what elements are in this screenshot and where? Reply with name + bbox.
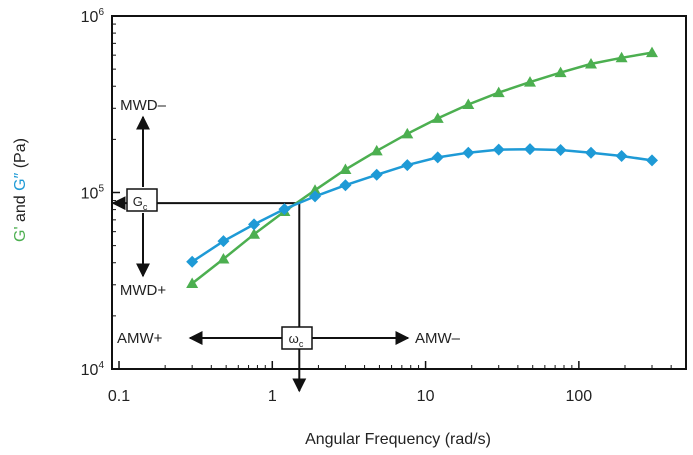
series-line-g_prime: [191, 51, 653, 285]
gc-label-sub: c: [143, 202, 148, 212]
wc-label-sub: c: [299, 339, 304, 349]
data-point-g_prime: [186, 277, 199, 289]
wc-label: ωc: [289, 331, 304, 349]
y-axis-title: G' and G″ (Pa): [12, 138, 29, 242]
y-tick-exponent: 6: [98, 7, 104, 18]
series-line-g_double_prime: [191, 147, 653, 263]
data-point-g_prime: [462, 98, 475, 110]
wc-label-base: ω: [289, 331, 299, 346]
x-axis-title: Angular Frequency (rad/s): [305, 431, 491, 448]
data-point-g_double_prime: [248, 218, 261, 231]
y-tick-base: 10: [81, 362, 99, 379]
gc-box: [126, 188, 158, 212]
data-point-g_double_prime: [186, 255, 199, 268]
data-point-g_prime: [584, 57, 597, 69]
data-point-g_double_prime: [462, 146, 475, 159]
y-tick-base: 10: [81, 9, 99, 26]
mwd-minus-label: MWD–: [120, 97, 166, 114]
y-tick-base: 10: [81, 186, 99, 203]
data-point-g_double_prime: [615, 149, 628, 162]
amw-plus-label: AMW+: [117, 330, 163, 347]
y-tick-label: 105: [81, 184, 105, 203]
series-g_double_prime: [186, 143, 658, 268]
data-point-g_double_prime: [524, 143, 537, 156]
data-point-g_double_prime: [278, 203, 291, 216]
x-tick-label: 0.1: [108, 388, 130, 405]
y-tick-label: 104: [81, 360, 105, 379]
series-layer: [186, 46, 658, 289]
data-point-g_double_prime: [370, 168, 383, 181]
x-tick-label: 10: [417, 388, 435, 405]
y-axis-title-g-prime: G': [12, 226, 29, 242]
gc-label: Gc: [133, 194, 148, 212]
data-point-g_prime: [339, 163, 352, 174]
data-point-g_prime: [309, 184, 322, 195]
data-point-g_double_prime: [431, 151, 444, 164]
mwd-plus-label: MWD+: [120, 282, 166, 299]
data-point-g_double_prime: [584, 146, 597, 159]
y-axis-title-g-double-prime: G″: [12, 172, 29, 190]
x-tick-label: 100: [566, 388, 593, 405]
data-point-g_prime: [554, 66, 567, 78]
y-tick-exponent: 4: [98, 360, 104, 371]
data-point-g_prime: [401, 127, 414, 139]
plot-frame: [111, 15, 687, 370]
series-g_prime: [186, 46, 658, 289]
data-point-g_prime: [492, 86, 505, 98]
data-point-g_double_prime: [554, 144, 567, 157]
amw-minus-label: AMW–: [415, 330, 461, 347]
data-point-g_double_prime: [217, 235, 230, 248]
data-point-g_double_prime: [401, 159, 414, 172]
y-axis-title-unit: (Pa): [12, 138, 29, 173]
y-tick-exponent: 5: [98, 184, 104, 195]
data-point-g_double_prime: [309, 190, 322, 203]
data-point-g_prime: [645, 46, 658, 58]
gc-label-base: G: [133, 194, 143, 209]
x-tick-label: 1: [268, 388, 277, 405]
data-point-g_prime: [431, 112, 444, 123]
wc-box: [281, 326, 313, 350]
y-tick-label: 106: [81, 7, 105, 26]
data-point-g_double_prime: [645, 154, 658, 167]
data-point-g_prime: [370, 144, 383, 156]
data-point-g_double_prime: [492, 143, 505, 156]
data-point-g_prime: [524, 76, 537, 87]
data-point-g_prime: [248, 228, 261, 239]
y-axis-title-and: and: [12, 191, 29, 227]
data-point-g_double_prime: [339, 179, 352, 192]
data-point-g_prime: [615, 51, 628, 63]
data-point-g_prime: [217, 252, 230, 264]
